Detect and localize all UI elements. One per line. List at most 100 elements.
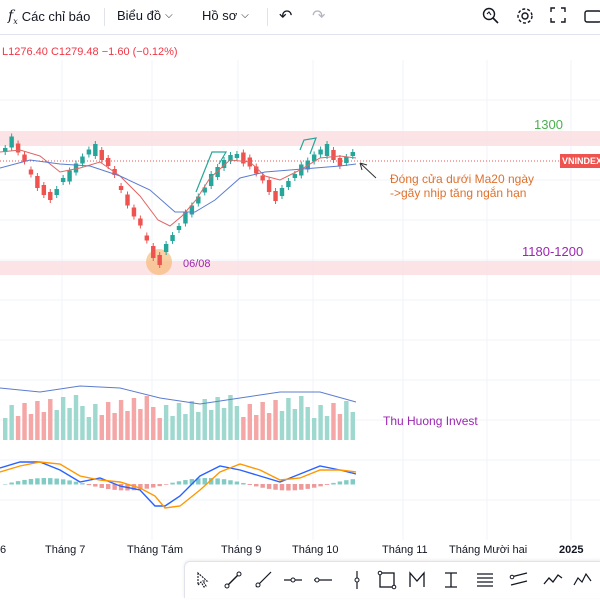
- level-1300-label: 1300: [534, 117, 563, 132]
- volume-bar: [41, 412, 47, 440]
- macd-hist-bar: [344, 480, 349, 485]
- volume-bar: [202, 399, 207, 440]
- ma20-line: [0, 149, 357, 227]
- volume-bar: [60, 397, 66, 440]
- elliott-wave-icon[interactable]: [571, 568, 595, 592]
- cursor-tool-icon[interactable]: [191, 568, 215, 592]
- macd-hist-bar: [286, 484, 291, 491]
- candle-body: [208, 174, 214, 186]
- bars-pattern-icon[interactable]: [439, 568, 463, 592]
- undo-icon[interactable]: ↶: [279, 8, 293, 25]
- chart-type-button[interactable]: Biểu đồ ⌵: [117, 8, 173, 23]
- volume-bar: [22, 403, 27, 440]
- candle-body: [176, 226, 182, 230]
- time-axis[interactable]: 6 Tháng 7 Tháng Tám Tháng 9 Tháng 10 Thá…: [0, 540, 600, 560]
- candle-body: [73, 163, 79, 173]
- candle-body: [125, 194, 130, 206]
- volume-bar: [215, 397, 220, 440]
- chevron-down-icon: ⌵: [241, 10, 249, 21]
- macd-hist-bar: [163, 484, 169, 485]
- candle-body: [86, 149, 92, 155]
- horizontal-line-icon[interactable]: [311, 568, 335, 592]
- forecast-icon[interactable]: [541, 568, 565, 592]
- quick-search-icon[interactable]: [481, 6, 501, 26]
- channel-icon[interactable]: [507, 568, 531, 592]
- macd-hist-bar: [151, 484, 156, 488]
- candle-body: [138, 218, 143, 226]
- candle-body: [35, 176, 40, 188]
- level-1180-1200-label: 1180-1200: [522, 244, 584, 259]
- volume-bar: [183, 414, 188, 440]
- volume-bar: [118, 400, 124, 440]
- volume-bars: [3, 395, 355, 440]
- macd-hist-bar: [254, 484, 259, 487]
- annotation-note-line1: Đóng cửa dưới Ma20 ngày: [390, 172, 535, 186]
- support-zone-1180-1200: [0, 261, 600, 275]
- volume-bar: [138, 409, 143, 440]
- fullscreen-icon[interactable]: [549, 6, 567, 24]
- top-toolbar: fx Các chỉ báo Biểu đồ ⌵ Hồ sơ ⌵ ↶ ↷: [0, 0, 600, 35]
- macd-hist-bar: [157, 484, 162, 487]
- volume-bar: [151, 407, 156, 440]
- macd-hist-bar: [93, 484, 98, 487]
- volume-bar: [93, 404, 98, 440]
- volume-bar: [241, 417, 246, 440]
- candle-body: [286, 181, 291, 187]
- candle-body: [48, 192, 53, 200]
- candle-body: [234, 154, 240, 158]
- candle-body: [67, 170, 72, 182]
- macd-hist-bar: [80, 483, 85, 485]
- fib-retracement-icon[interactable]: [473, 568, 497, 592]
- volume-bar: [254, 415, 259, 440]
- candle-body: [54, 189, 59, 195]
- vertical-line-icon[interactable]: [345, 568, 369, 592]
- resistance-zone-1300: [0, 131, 600, 146]
- volume-bar: [266, 413, 272, 440]
- macd-hist-bar: [247, 484, 253, 485]
- macd-hist-bar: [215, 478, 220, 485]
- macd-hist-bar: [176, 481, 182, 485]
- volume-bar: [344, 401, 349, 440]
- macd-hist-bar: [15, 481, 21, 485]
- macd-hist-bar: [60, 479, 66, 485]
- macd-hist-bar: [35, 478, 40, 485]
- macd-hist-bar: [138, 484, 143, 490]
- macd-hist-bar: [170, 482, 175, 485]
- x-label: 6: [0, 544, 7, 556]
- x-label: Tháng Mười hai: [449, 544, 528, 556]
- path-icon[interactable]: [405, 568, 429, 592]
- volume-bar: [196, 412, 201, 440]
- redo-icon[interactable]: ↷: [312, 8, 326, 25]
- ohlc-close: C1279.48: [50, 46, 99, 58]
- volume-bar: [125, 411, 130, 440]
- macd-hist-bar: [73, 481, 79, 485]
- function-icon: fx: [8, 8, 18, 26]
- ray-icon[interactable]: [251, 568, 275, 592]
- macd-hist-bar: [41, 478, 47, 485]
- horizontal-ray-icon[interactable]: [281, 568, 305, 592]
- volume-bar: [318, 405, 323, 440]
- candle-body: [131, 207, 137, 217]
- macd-hist-bar: [273, 484, 278, 490]
- trend-line-icon[interactable]: [221, 568, 245, 592]
- screenshot-camera-icon[interactable]: [584, 6, 600, 24]
- macd-hist-bar: [324, 484, 330, 485]
- rectangle-icon[interactable]: [375, 568, 399, 592]
- volume-bar: [9, 405, 14, 440]
- macd-hist-bar: [86, 484, 92, 486]
- candle-body: [157, 255, 162, 265]
- candle-body: [318, 149, 323, 155]
- candle-body: [279, 188, 285, 196]
- volume-bar: [105, 402, 111, 440]
- price-chart[interactable]: [0, 60, 600, 540]
- indicators-button[interactable]: fx Các chỉ báo: [8, 8, 90, 26]
- macd-hist-bar: [22, 479, 27, 485]
- macd-hist-bar: [241, 482, 246, 485]
- macd-hist-bar: [299, 484, 304, 490]
- volume-bar: [170, 416, 175, 440]
- profile-button[interactable]: Hồ sơ ⌵: [202, 8, 249, 23]
- macd-hist-bar: [292, 484, 298, 491]
- volume-bar: [350, 412, 355, 440]
- settings-gear-icon[interactable]: [515, 6, 535, 26]
- volume-bar: [260, 402, 265, 440]
